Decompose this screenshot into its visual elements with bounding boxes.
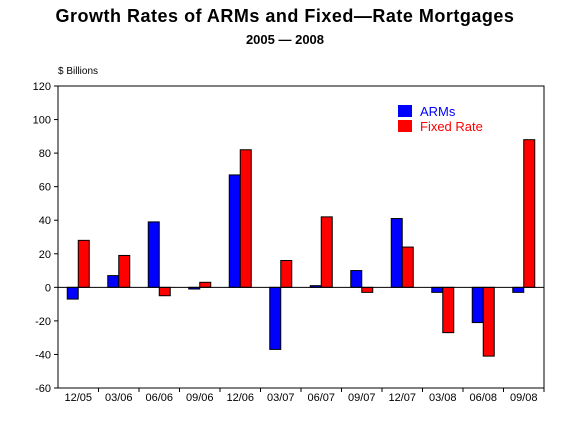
x-tick-label: 09/08	[510, 392, 538, 404]
legend-label: Fixed Rate	[420, 119, 483, 134]
x-tick-label: 06/07	[307, 392, 335, 404]
y-tick-label: -40	[35, 349, 51, 361]
y-tick-label: -60	[35, 383, 51, 395]
bar-fixed-rate	[442, 286, 455, 334]
y-axis-unit-label: $ Billions	[58, 66, 99, 77]
x-tick-label: 03/06	[105, 392, 133, 404]
y-tick-label: 20	[39, 249, 51, 261]
bar-arms	[431, 286, 444, 293]
x-tick-label: 12/06	[226, 392, 254, 404]
bar-arms	[66, 286, 79, 300]
x-tick-label: 09/07	[348, 392, 376, 404]
plot-layer: -60 -40 -20 0 20 40 60 80 100 120 12/05 03/06 06/06 0…	[33, 81, 545, 404]
x-tick-label: 09/06	[186, 392, 214, 404]
y-tick-label: -20	[35, 316, 51, 328]
bar-fixed-rate	[280, 259, 293, 288]
bar-arms	[107, 275, 120, 288]
bar-arms	[471, 286, 484, 324]
x-tick-label: 12/05	[64, 392, 92, 404]
bar-arms	[269, 286, 282, 350]
bar-fixed-rate	[401, 246, 414, 288]
y-tick-label: 80	[39, 148, 51, 160]
y-tick-label: 40	[39, 215, 51, 227]
bar-arms	[147, 221, 160, 288]
chart-subtitle: 2005 — 2008	[245, 32, 325, 47]
bar-arms	[390, 218, 403, 288]
x-tick-label: 12/07	[388, 392, 416, 404]
chart-title: Growth Rates of ARMs and Fixed—Rate Mort…	[55, 6, 515, 26]
bar-fixed-rate	[361, 286, 374, 293]
bar-fixed-rate	[118, 254, 131, 288]
bar-arms	[512, 286, 525, 293]
x-tick-label: 03/07	[267, 392, 295, 404]
bar-fixed-rate	[320, 216, 333, 288]
legend-label: ARMs	[420, 104, 456, 119]
bar-arms	[350, 270, 363, 288]
bar-fixed-rate	[199, 281, 212, 288]
legend-swatch	[398, 120, 412, 132]
x-tick-label: 03/08	[429, 392, 457, 404]
y-tick-label: 120	[33, 81, 51, 93]
y-tick-label: 100	[33, 115, 51, 127]
x-tick-label: 06/08	[469, 392, 497, 404]
legend-swatch	[398, 105, 412, 117]
bar-fixed-rate	[77, 239, 90, 288]
bar-arms	[228, 174, 241, 288]
y-tick-label: 60	[39, 182, 51, 194]
bar-fixed-rate	[482, 286, 495, 357]
x-tick-label: 06/06	[145, 392, 173, 404]
bar-fixed-rate	[523, 139, 536, 288]
bar-fixed-rate	[239, 149, 252, 288]
y-tick-label: 0	[45, 282, 51, 294]
bar-fixed-rate	[158, 286, 171, 297]
